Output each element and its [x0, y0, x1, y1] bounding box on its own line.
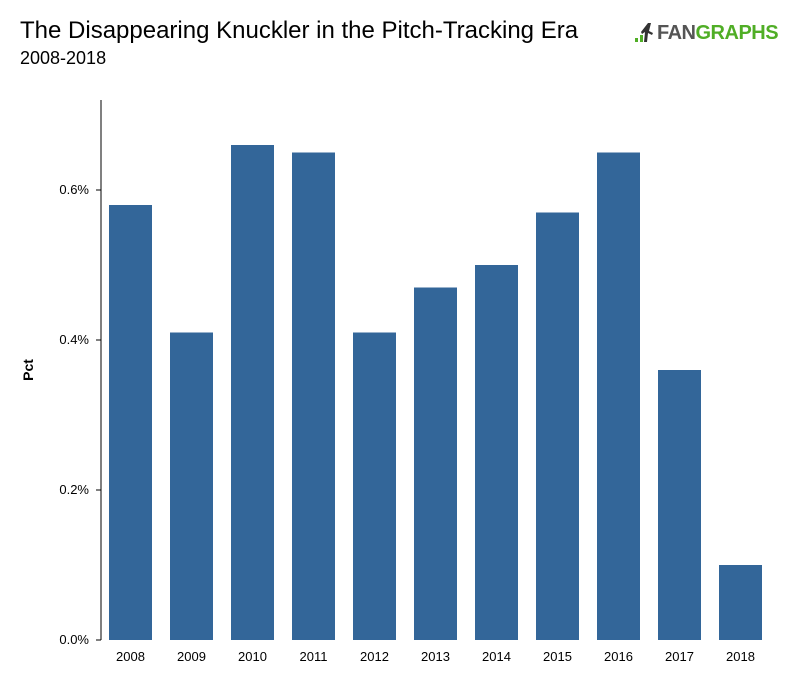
x-tick-label-2008: 2008 [116, 649, 145, 664]
y-axis-label: Pct [20, 359, 36, 381]
x-tick-label-2013: 2013 [421, 649, 450, 664]
y-ticks-group: 0.0% 0.2% 0.4% 0.6% [59, 182, 101, 647]
x-tick-label-2009: 2009 [177, 649, 206, 664]
y-tick-label: 0.6% [59, 182, 89, 197]
y-tick-label: 0.4% [59, 332, 89, 347]
fangraphs-logo[interactable]: FAN GRAPHS [634, 20, 779, 46]
chart-subtitle: 2008-2018 [20, 48, 107, 68]
fangraphs-logo-icon [635, 23, 653, 42]
x-tick-label-2010: 2010 [238, 649, 267, 664]
bar-2011 [292, 152, 335, 640]
bar-2008 [109, 205, 152, 640]
bar-2016 [597, 152, 640, 640]
y-tick-label: 0.0% [59, 632, 89, 647]
bars-group [109, 145, 762, 640]
chart-title: The Disappearing Knuckler in the Pitch-T… [20, 17, 579, 44]
bar-2012 [353, 332, 396, 640]
x-tick-label-2012: 2012 [360, 649, 389, 664]
x-tick-label-2015: 2015 [543, 649, 572, 664]
bar-2014 [475, 265, 518, 640]
bar-2018 [719, 565, 762, 640]
logo-text-fan: FAN [657, 21, 696, 44]
x-tick-label-2011: 2011 [300, 649, 328, 664]
x-tick-label-2016: 2016 [604, 649, 633, 664]
logo-text-graphs: GRAPHS [695, 21, 779, 44]
bar-2013 [414, 287, 457, 640]
x-tick-label-2018: 2018 [726, 649, 755, 664]
bar-2010 [231, 145, 274, 640]
bar-2009 [170, 332, 213, 640]
x-tick-label-2017: 2017 [665, 649, 694, 664]
bar-2015 [536, 212, 579, 640]
bar-2017 [658, 370, 701, 640]
y-tick-label: 0.2% [59, 482, 89, 497]
x-ticks-group: 2008 2009 2010 2011 2012 2013 2014 2015 2016 2017… [116, 649, 755, 664]
x-tick-label-2014: 2014 [482, 649, 511, 664]
